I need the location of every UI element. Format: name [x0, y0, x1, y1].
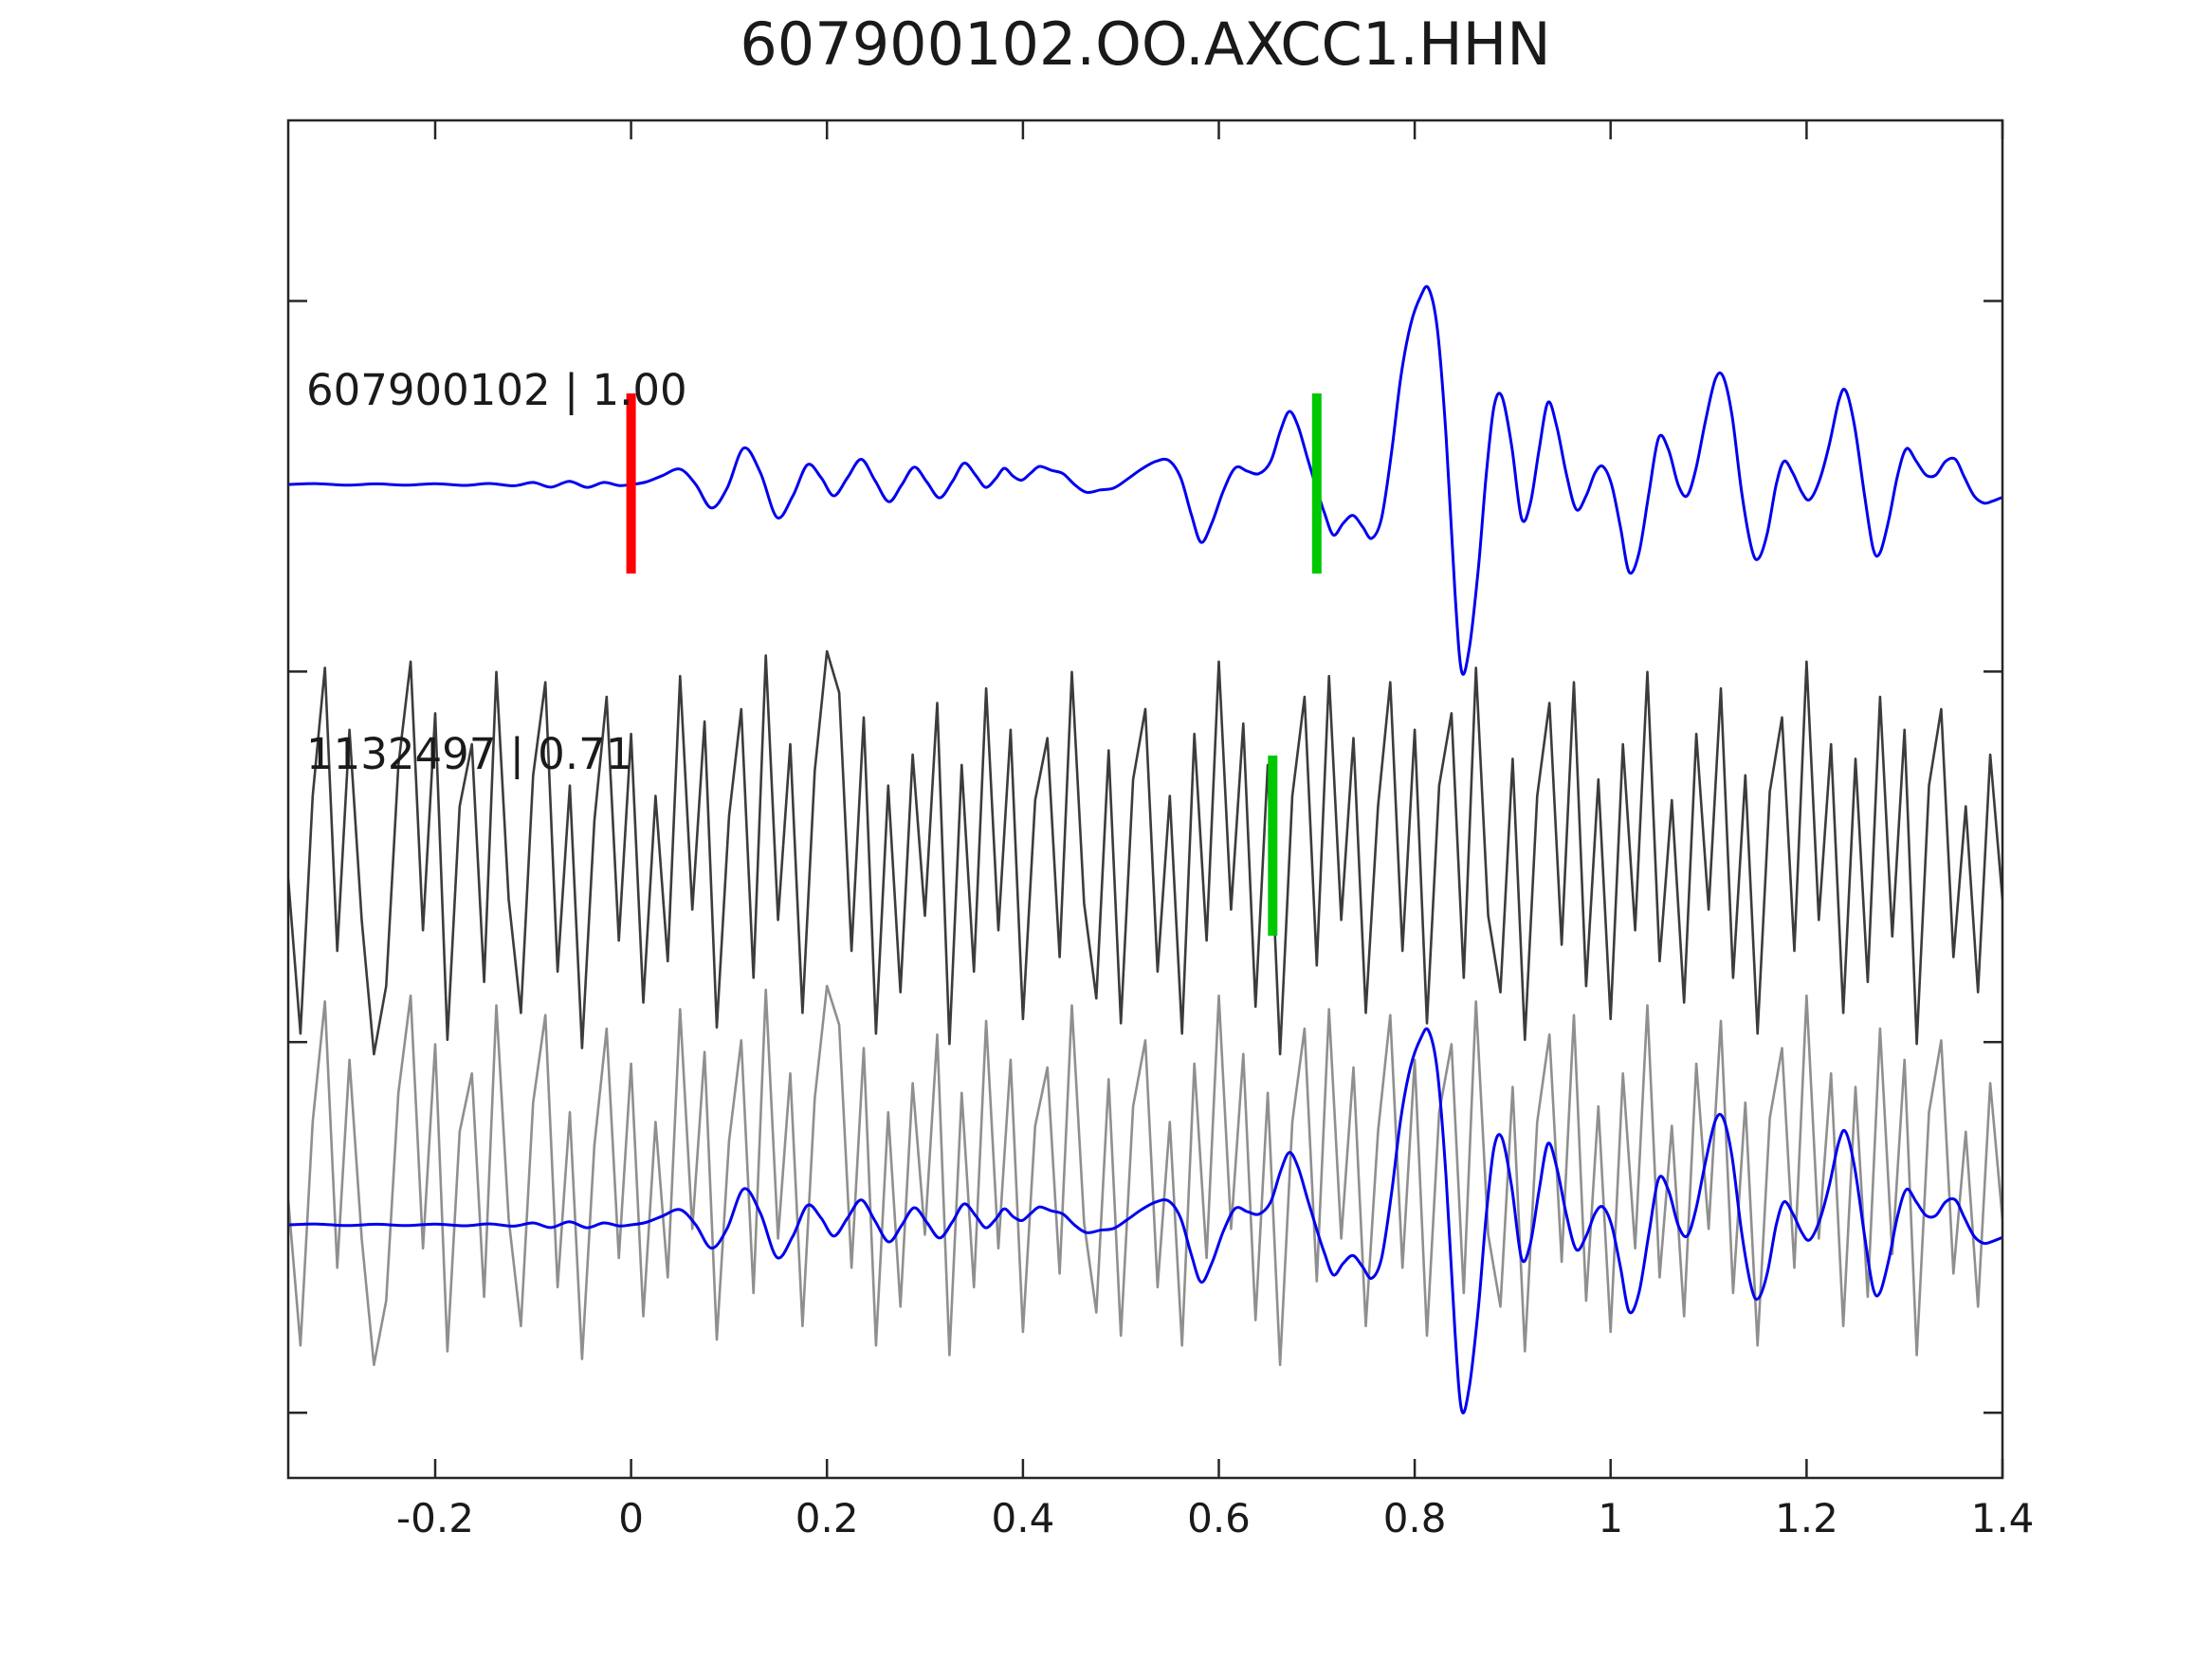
trace-template-row3 — [288, 1027, 2002, 1414]
pick-marker-green-row2 — [1268, 756, 1278, 936]
x-tick-label-5: 0.8 — [1383, 1495, 1447, 1541]
x-tick-label-8: 1.4 — [1971, 1495, 2035, 1541]
trace-label-1: 607900102 | 1.00 — [306, 365, 687, 415]
x-tick-label-7: 1.2 — [1775, 1495, 1838, 1541]
chart-title: 607900102.OO.AXCC1.HHN — [740, 9, 1551, 79]
x-tick-label-3: 0.4 — [992, 1495, 1055, 1541]
x-tick-label-0: -0.2 — [396, 1495, 474, 1541]
x-tick-label-4: 0.6 — [1187, 1495, 1251, 1541]
x-tick-label-2: 0.2 — [795, 1495, 859, 1541]
pick-marker-green-row1 — [1311, 393, 1322, 574]
trace-template-row1 — [288, 284, 2002, 676]
x-tick-label-6: 1 — [1598, 1495, 1623, 1541]
trace-detection-row3 — [288, 984, 2002, 1367]
trace-detection-row2 — [288, 649, 2002, 1056]
axes-border — [286, 118, 2004, 1480]
trace-label-2: 1132497 | 0.71 — [306, 729, 632, 779]
x-tick-label-1: 0 — [618, 1495, 644, 1541]
pick-marker-red-row1 — [626, 393, 636, 574]
